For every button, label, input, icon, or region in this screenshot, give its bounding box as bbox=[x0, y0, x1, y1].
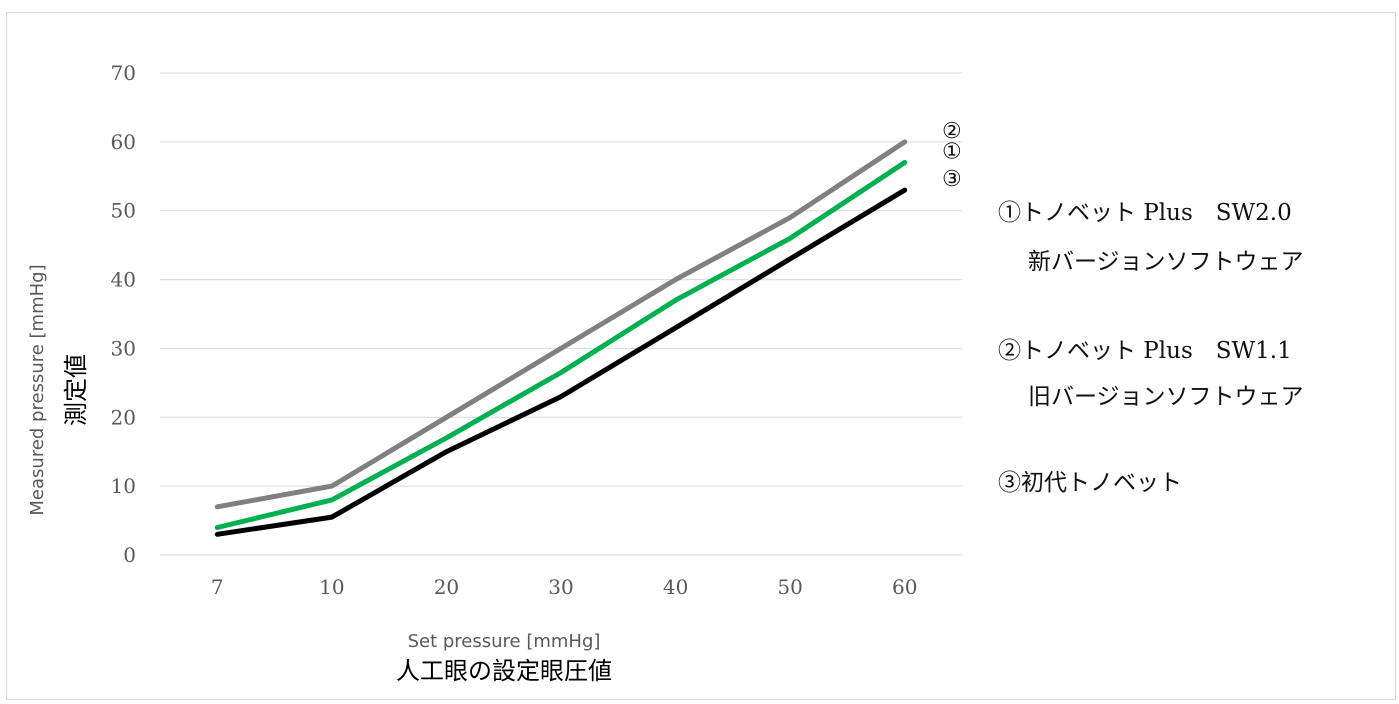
y-tick-label-30: 30 bbox=[111, 336, 136, 360]
x-tick-label-30: 30 bbox=[548, 575, 573, 599]
series-marker-1: ② bbox=[942, 119, 962, 144]
y-axis-title-ja: 測定値 bbox=[62, 354, 90, 426]
y-tick-label-10: 10 bbox=[111, 474, 136, 498]
series-line-3 bbox=[214, 187, 908, 537]
y-tick-label-20: 20 bbox=[111, 405, 136, 429]
series-line-1 bbox=[214, 139, 908, 510]
y-tick-label-70: 70 bbox=[111, 61, 136, 85]
legend-entry-1-line2: 新バージョンソフトウェア bbox=[1028, 249, 1304, 275]
x-tick-label-10: 10 bbox=[319, 575, 344, 599]
x-tick-label-20: 20 bbox=[434, 575, 459, 599]
series-line-2 bbox=[214, 160, 908, 530]
x-tick-label-40: 40 bbox=[663, 575, 688, 599]
x-tick-label-60: 60 bbox=[892, 575, 917, 599]
legend-entry-1-line1: ①トノベット Plus SW2.0 bbox=[998, 200, 1292, 226]
y-tick-label-0: 0 bbox=[123, 543, 136, 567]
x-axis-title-en: Set pressure [mmHg] bbox=[408, 631, 601, 652]
legend-entry-2-line2: 旧バージョンソフトウェア bbox=[1028, 384, 1304, 410]
legend: ①トノベット Plus SW2.0 新バージョンソフトウェア ②トノベット Pl… bbox=[998, 200, 1304, 496]
y-tick-label-40: 40 bbox=[111, 268, 136, 292]
legend-entry-2-line1: ②トノベット Plus SW1.1 bbox=[998, 338, 1292, 364]
y-tick-label-50: 50 bbox=[111, 199, 136, 223]
series-marker-2: ① bbox=[942, 140, 962, 165]
series-marker-3: ③ bbox=[942, 167, 962, 192]
x-tick-label-50: 50 bbox=[777, 575, 802, 599]
y-axis-title-en: Measured pressure [mmHg] bbox=[27, 264, 48, 515]
x-axis-title-ja: 人工眼の設定眼圧値 bbox=[396, 657, 612, 685]
legend-entry-3-line1: ③初代トノベット bbox=[998, 470, 1182, 496]
x-tick-label-7: 7 bbox=[211, 575, 224, 599]
chart-frame bbox=[6, 12, 1396, 700]
y-tick-label-60: 60 bbox=[111, 130, 136, 154]
